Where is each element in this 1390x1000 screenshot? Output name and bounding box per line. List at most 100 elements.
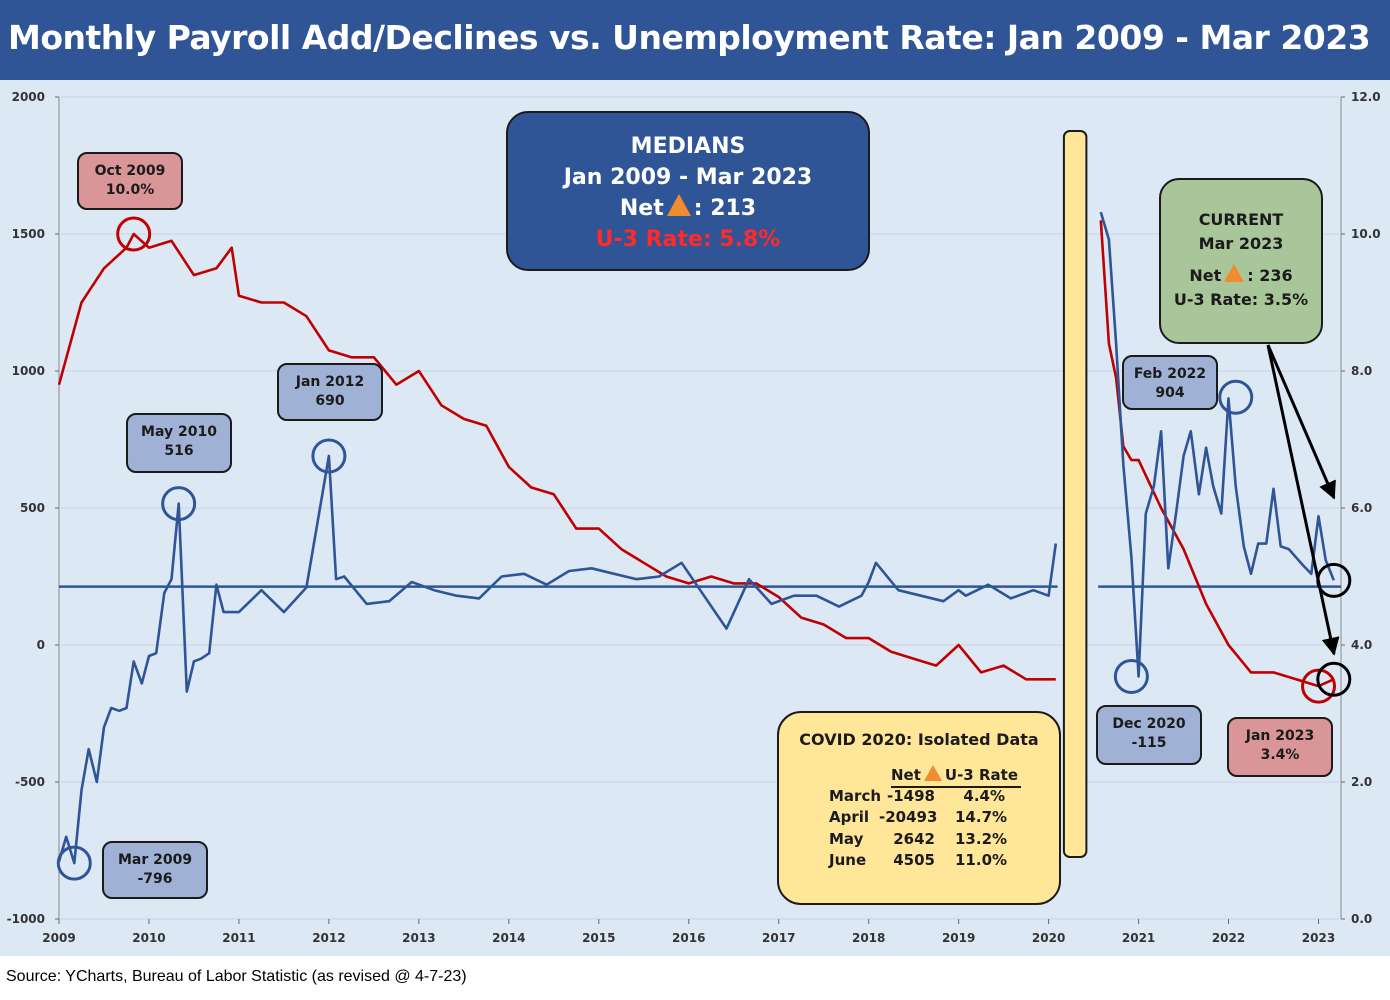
payroll-line <box>57 454 1058 865</box>
highlight-oct2009 <box>116 216 152 252</box>
x-tick-label: 2022 <box>1212 931 1245 945</box>
callout-oct2009: Oct 2009 10.0% <box>77 152 183 210</box>
x-tick-label: 2010 <box>132 931 165 945</box>
x-tick-label: 2014 <box>492 931 525 945</box>
covid-row-net: 4505 <box>893 851 935 869</box>
y-right-tick-label: 0.0 <box>1351 912 1372 926</box>
x-tick-label: 2017 <box>762 931 795 945</box>
callout-line1: Mar 2009 <box>117 852 193 868</box>
payroll-line <box>1099 211 1336 678</box>
callout-may2010: May 2010 516 <box>126 413 232 473</box>
delta-triangle-icon <box>1224 264 1245 282</box>
covid-row-month: April <box>829 808 870 826</box>
y-right-tick-label: 2.0 <box>1351 775 1372 789</box>
current-arrow-rate <box>1266 344 1340 656</box>
y-right-tick-label: 4.0 <box>1351 638 1372 652</box>
callout-line2: -115 <box>1131 735 1167 751</box>
y-left-tick-label: 500 <box>20 501 45 515</box>
medians-u3: U-3 Rate: 5.8% <box>595 227 781 252</box>
covid-row-month: March <box>829 787 882 805</box>
covid-row-net: -20493 <box>879 808 938 826</box>
callout-line1: Jan 2023 <box>1245 728 1315 744</box>
x-tick-label: 2012 <box>312 931 345 945</box>
highlight-mar2009 <box>56 845 92 881</box>
callout-mar2009: Mar 2009 -796 <box>102 841 208 899</box>
highlight-current-payroll <box>1316 562 1352 598</box>
callout-line1: Feb 2022 <box>1133 366 1207 382</box>
x-tick-label: 2013 <box>402 931 435 945</box>
y-left-tick-label: 2000 <box>12 90 45 104</box>
x-tick-label: 2021 <box>1122 931 1155 945</box>
highlight-may2010 <box>161 486 197 522</box>
medians-net: Net : 213 <box>508 193 868 224</box>
current-net: Net : 236 <box>1161 264 1321 288</box>
callout-line1: Dec 2020 <box>1112 716 1186 732</box>
current-box: CURRENT Mar 2023 Net: 236 U-3 Rate: 3.5% <box>1159 178 1323 344</box>
y-right-tick-label: 8.0 <box>1351 364 1372 378</box>
highlight-dec2020 <box>1113 659 1149 695</box>
covid-box: COVID 2020: Isolated Data Net U-3 Rate Ma… <box>777 711 1061 905</box>
callout-dec2020: Dec 2020 -115 <box>1096 705 1202 765</box>
current-net-prefix: Net <box>1189 266 1222 285</box>
medians-period: Jan 2009 - Mar 2023 <box>563 165 813 190</box>
x-tick-label: 2009 <box>42 931 75 945</box>
current-arrow-payroll <box>1266 344 1336 500</box>
x-tick-label: 2020 <box>1032 931 1065 945</box>
unemployment-rate-line <box>57 232 1056 681</box>
callout-line2: 690 <box>315 393 345 409</box>
covid-title: COVID 2020: Isolated Data <box>799 730 1039 749</box>
y-left-tick-label: 1000 <box>12 364 45 378</box>
x-tick-label: 2019 <box>942 931 975 945</box>
callout-line2: -796 <box>137 871 173 887</box>
covid-row-net: 2642 <box>893 830 935 848</box>
callout-line2: 904 <box>1155 385 1185 401</box>
highlight-feb2022 <box>1218 379 1254 415</box>
y-left-tick-label: 0 <box>37 638 45 652</box>
x-tick-label: 2023 <box>1302 931 1335 945</box>
covid-col-net: Net <box>891 766 921 784</box>
covid-row-month: June <box>829 851 867 869</box>
highlight-jan2012 <box>311 438 347 474</box>
covid-row-rate: 11.0% <box>955 851 1008 869</box>
y-right-tick-label: 10.0 <box>1351 227 1381 241</box>
y-left-tick-label: -1000 <box>7 912 45 926</box>
callout-line1: Oct 2009 <box>94 163 166 179</box>
y-right-tick-label: 6.0 <box>1351 501 1372 515</box>
x-tick-label: 2011 <box>222 931 255 945</box>
delta-triangle-icon <box>923 765 942 781</box>
current-net-value: : 236 <box>1247 266 1293 285</box>
covid-row-rate: 13.2% <box>955 830 1008 848</box>
medians-net-prefix: Net <box>619 196 664 221</box>
highlight-jan2023 <box>1301 668 1337 704</box>
covid-row-rate: 4.4% <box>963 787 1005 805</box>
source-note: Source: YCharts, Bureau of Labor Statist… <box>6 968 467 985</box>
chart-area: 2000 1500 1000 500 0 -500 -1000 12.0 10.0 8.0 6.0 4… <box>0 80 1390 956</box>
covid-row-rate: 14.7% <box>955 808 1008 826</box>
current-u3: U-3 Rate: 3.5% <box>1173 290 1309 309</box>
callout-jan2012: Jan 2012 690 <box>277 363 383 421</box>
medians-title: MEDIANS <box>630 134 746 159</box>
x-tick-label: 2015 <box>582 931 615 945</box>
medians-net-value: : 213 <box>693 196 757 221</box>
callout-line1: May 2010 <box>141 424 217 440</box>
highlight-current-rate <box>1316 661 1352 697</box>
chart-title: Monthly Payroll Add/Declines vs. Unemplo… <box>8 18 1371 57</box>
medians-box: MEDIANS Jan 2009 - Mar 2023 Net : 213 U-3… <box>506 111 870 271</box>
callout-jan2023: Jan 2023 3.4% <box>1227 717 1333 777</box>
x-tick-label: 2018 <box>852 931 885 945</box>
covid-row-month: May <box>829 830 864 848</box>
callout-line1: Jan 2012 <box>295 374 365 390</box>
callout-feb2022: Feb 2022 904 <box>1122 355 1218 410</box>
y-left-tick-label: -500 <box>15 775 45 789</box>
covid-col-rate: U-3 Rate <box>944 766 1018 784</box>
callout-line2: 3.4% <box>1260 747 1300 763</box>
title-bar: Monthly Payroll Add/Declines vs. Unemplo… <box>0 0 1390 80</box>
covid-band <box>1062 130 1088 858</box>
chart-svg: 2000 1500 1000 500 0 -500 -1000 12.0 10.0 8.0 6.0 4… <box>7 90 1381 945</box>
y-left-tick-label: 1500 <box>12 227 45 241</box>
current-month: Mar 2023 <box>1198 234 1284 253</box>
x-tick-label: 2016 <box>672 931 705 945</box>
callout-line2: 10.0% <box>105 182 155 198</box>
callout-line2: 516 <box>164 443 194 459</box>
delta-triangle-icon <box>666 194 691 216</box>
